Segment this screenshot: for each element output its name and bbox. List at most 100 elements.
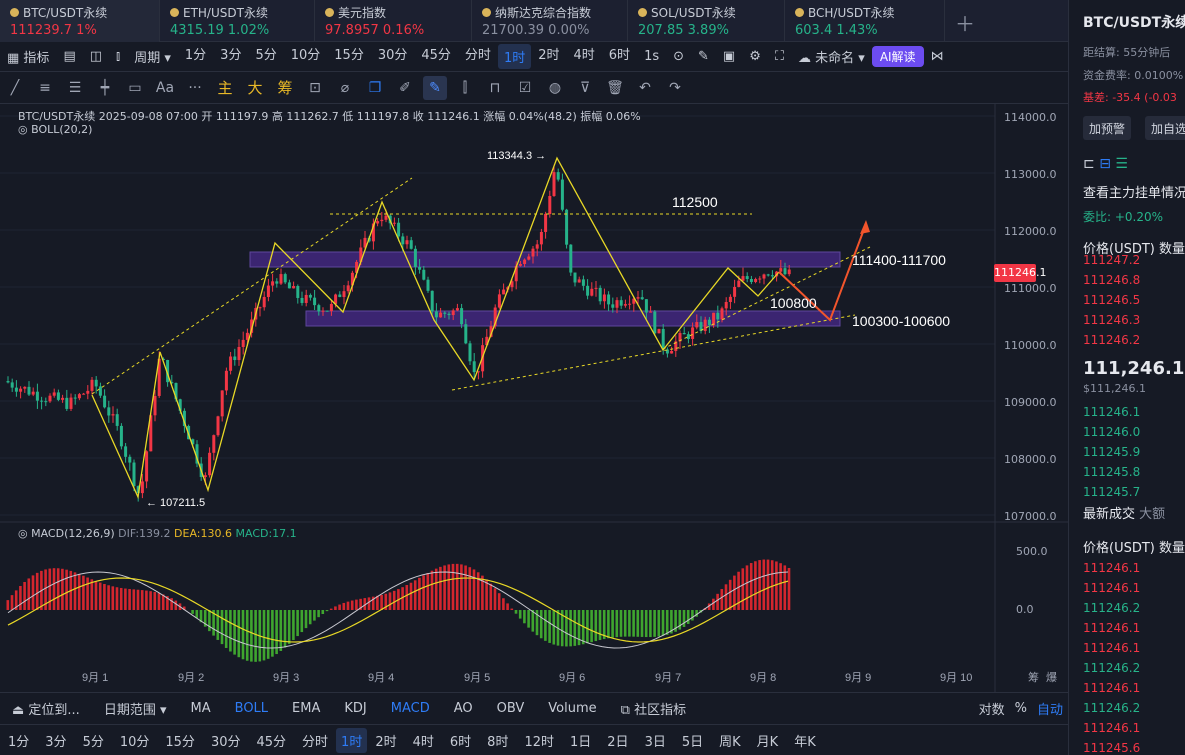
lock-icon[interactable]: ⊓ — [489, 79, 501, 96]
pen-icon[interactable]: ✎ — [698, 49, 709, 64]
price-chart[interactable]: 113344.3 → ← 107211.5 112500 111400-111700 1… — [0, 104, 1068, 692]
bottom-interval-button[interactable]: 2日 — [607, 734, 629, 750]
interval-button[interactable]: 1分 — [184, 48, 207, 63]
bottom-interval-button[interactable]: 5日 — [681, 734, 704, 750]
eraser-icon[interactable]: ⌀ — [340, 79, 350, 96]
indicator-toggle[interactable]: EMA — [292, 701, 321, 716]
date-range-button[interactable]: 日期范围 ▾ — [103, 703, 167, 718]
indicator-toggle[interactable]: MA — [190, 701, 211, 716]
locate-button[interactable]: ⏏ 定位到... — [12, 703, 80, 718]
add-alert-button[interactable]: 加预警 — [1083, 116, 1132, 140]
bottom-interval-button[interactable]: 4时 — [412, 734, 434, 750]
symbol-tab[interactable]: SOL/USDT永续 207.85 3.89% — [628, 0, 785, 42]
bottom-interval-button[interactable]: 2时 — [375, 734, 397, 750]
copy-icon[interactable]: ❐ — [368, 79, 382, 96]
bottom-interval-button[interactable]: 3分 — [45, 734, 67, 750]
large-order-button[interactable]: 大 — [247, 79, 263, 97]
redo-icon[interactable]: ↷ — [669, 79, 681, 96]
interval-button[interactable]: 5分 — [255, 48, 277, 63]
indicator-toggle[interactable]: AO — [453, 701, 473, 716]
draw-mode-icon[interactable]: ✎ — [423, 75, 447, 100]
indicator-toggle[interactable]: OBV — [496, 701, 525, 716]
trade-tabs[interactable]: 最新成交 大额 — [1083, 503, 1165, 522]
log-toggle[interactable]: 对数 — [978, 703, 1005, 718]
bottom-interval-button[interactable]: 1日 — [570, 734, 592, 750]
corner-liq[interactable]: 爆 — [1046, 670, 1057, 684]
bottom-interval-button[interactable]: 分时 — [302, 734, 329, 750]
interval-button[interactable]: 4时 — [573, 48, 595, 63]
layout-icon[interactable]: ◫ — [89, 49, 103, 64]
interval-button[interactable]: 3分 — [220, 48, 242, 63]
add-favorite-button[interactable]: 加自选 — [1145, 116, 1185, 140]
orders-link[interactable]: 查看主力挂单情况 — [1083, 186, 1185, 201]
ai-interpret-button[interactable]: AI解读 — [871, 46, 924, 67]
interval-button[interactable]: 1时 — [497, 44, 532, 69]
share-icon[interactable]: ⋈ — [930, 49, 944, 64]
bottom-interval-button[interactable]: 3日 — [644, 734, 666, 750]
fullscreen-icon[interactable]: ⛶ — [774, 49, 784, 64]
calendar-icon[interactable]: ▤ — [63, 49, 76, 64]
bottom-interval-button[interactable]: 月K — [756, 734, 779, 750]
bottom-interval-button[interactable]: 1分 — [8, 734, 30, 750]
symbol-tab[interactable]: 纳斯达克综合指数 21700.39 0.00% — [472, 0, 628, 42]
interval-button[interactable]: 2时 — [538, 48, 560, 63]
add-tab-icon[interactable]: ＋ — [955, 12, 975, 36]
bottom-interval-button[interactable]: 周K — [719, 734, 741, 750]
delete-icon[interactable]: 🗑 — [606, 79, 624, 96]
macd-info[interactable]: ◎ MACD(12,26,9) DIF:139.2 DEA:130.6 MACD… — [18, 527, 297, 540]
bottom-interval-button[interactable]: 10分 — [119, 734, 150, 750]
undo-icon[interactable]: ↶ — [639, 79, 651, 96]
rectangle-icon[interactable]: ▭ — [128, 79, 142, 96]
hline-icon[interactable]: ≡ — [39, 79, 51, 96]
image-icon[interactable]: ▣ — [722, 49, 736, 64]
pattern-icon[interactable]: ⫿ — [462, 79, 468, 96]
period-button[interactable]: 周期 ▾ — [134, 51, 171, 66]
bottom-interval-button[interactable]: 年K — [794, 734, 816, 750]
bottom-interval-button[interactable]: 30分 — [210, 734, 241, 750]
chips-button[interactable]: 筹 — [277, 79, 293, 97]
percent-toggle[interactable]: % — [1014, 701, 1027, 716]
boll-label[interactable]: ◎ BOLL(20,2) — [18, 123, 93, 136]
interval-button[interactable]: 分时 — [464, 48, 491, 63]
indicator-button[interactable]: ▦ 指标 — [7, 51, 50, 66]
settings-icon[interactable]: ⚙ — [749, 49, 761, 64]
ruler-icon[interactable]: ✐ — [399, 79, 411, 96]
symbol-tab[interactable]: BTC/USDT永续 111239.7 1% — [0, 0, 160, 42]
corner-chip[interactable]: 筹 — [1028, 670, 1039, 684]
latest-trades-tab[interactable]: 最新成交 — [1083, 507, 1136, 522]
community-indicator-button[interactable]: ⧉ 社区指标 — [620, 703, 687, 718]
bottom-interval-button[interactable]: 5分 — [82, 734, 104, 750]
bottom-interval-button[interactable]: 12时 — [524, 734, 554, 750]
note-icon[interactable]: ☑ — [518, 79, 532, 96]
ray-icon[interactable]: ┿ — [100, 79, 110, 96]
filter-icon[interactable]: ⊽ — [579, 79, 591, 96]
trendline-icon[interactable]: ╱ — [10, 79, 20, 96]
text-icon[interactable]: Aa — [155, 79, 175, 96]
bottom-interval-button[interactable]: 6时 — [449, 734, 472, 750]
bottom-interval-button[interactable]: 15分 — [165, 734, 195, 750]
interval-button[interactable]: 10分 — [290, 48, 321, 63]
candle-type-icon[interactable]: ⫾ — [116, 49, 121, 64]
main-force-button[interactable]: 主 — [217, 79, 233, 97]
bottom-interval-button[interactable]: 1时 — [336, 727, 368, 753]
camera-icon[interactable]: ⊙ — [673, 49, 685, 64]
auto-toggle[interactable]: 自动 — [1036, 703, 1063, 718]
indicator-toggle[interactable]: BOLL — [234, 701, 269, 716]
interval-button[interactable]: 30分 — [377, 48, 408, 63]
symbol-tab[interactable]: 美元指数 97.8957 0.16% — [315, 0, 472, 42]
magnet-icon[interactable]: ⊡ — [309, 79, 321, 96]
symbol-tab[interactable]: BCH/USDT永续 603.4 1.43% — [785, 0, 945, 42]
visibility-icon[interactable]: ◍ — [548, 79, 562, 96]
indicator-toggle[interactable]: MACD — [390, 701, 430, 716]
indicator-toggle[interactable]: KDJ — [344, 701, 367, 716]
interval-button[interactable]: 45分 — [421, 48, 451, 63]
panel-icons[interactable]: ⊏ ⊟ ☰ — [1083, 156, 1128, 172]
symbol-tab[interactable]: ETH/USDT永续 4315.19 1.02% — [160, 0, 315, 42]
bottom-interval-button[interactable]: 45分 — [256, 734, 287, 750]
seconds-button[interactable]: 1s — [644, 49, 660, 64]
more-icon[interactable]: ··· — [188, 79, 202, 96]
indicator-toggle[interactable]: Volume — [548, 701, 597, 716]
interval-button[interactable]: 6时 — [608, 48, 631, 63]
bottom-interval-button[interactable]: 8时 — [487, 734, 509, 750]
large-trades-tab[interactable]: 大额 — [1139, 507, 1166, 522]
